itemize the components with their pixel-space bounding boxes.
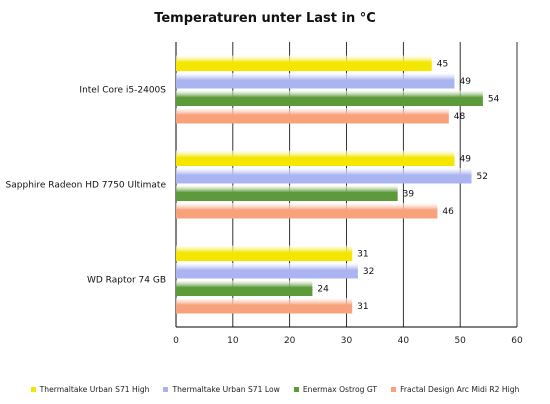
data-label: 24 bbox=[317, 284, 329, 294]
data-label: 39 bbox=[403, 189, 415, 199]
bar bbox=[176, 263, 358, 279]
bar bbox=[176, 280, 313, 296]
legend-item: Thermaltake Urban S71 High bbox=[30, 381, 150, 397]
legend-label: Thermaltake Urban S71 High bbox=[39, 384, 150, 394]
bar bbox=[176, 185, 398, 201]
bar bbox=[176, 168, 472, 184]
x-tick-label: 60 bbox=[511, 336, 523, 346]
x-tick-label: 10 bbox=[227, 336, 239, 346]
data-label: 48 bbox=[454, 112, 466, 122]
data-label: 31 bbox=[357, 249, 368, 259]
bar bbox=[176, 245, 353, 261]
data-label: 45 bbox=[437, 59, 448, 69]
legend-item: Thermaltake Urban S71 Low bbox=[163, 381, 280, 397]
axes bbox=[175, 42, 517, 328]
bars bbox=[176, 55, 483, 314]
bar bbox=[176, 150, 455, 166]
x-tick-label: 40 bbox=[398, 336, 410, 346]
legend-swatch bbox=[391, 386, 397, 392]
data-labels: 45 49 54 48 49 52 39 46 31 32 24 31 bbox=[317, 59, 499, 312]
legend: Thermaltake Urban S71 High Thermaltake Ur… bbox=[0, 381, 550, 397]
category-label: Sapphire Radeon HD 7750 Ultimate bbox=[6, 181, 167, 191]
bar bbox=[176, 73, 455, 89]
chart-title: Temperaturen unter Last in °C bbox=[154, 11, 376, 26]
tick-labels: 0 10 20 30 40 50 60 bbox=[173, 336, 523, 346]
bar bbox=[176, 55, 432, 71]
x-tick-label: 30 bbox=[341, 336, 353, 346]
legend-swatch bbox=[30, 386, 36, 392]
data-label: 49 bbox=[459, 77, 471, 87]
bar bbox=[176, 108, 449, 124]
data-label: 46 bbox=[442, 207, 454, 217]
bar bbox=[176, 90, 483, 106]
category-label: WD Raptor 74 GB bbox=[87, 276, 166, 286]
bar bbox=[176, 203, 438, 219]
legend-swatch bbox=[163, 386, 169, 392]
category-labels: Intel Core i5-2400S Sapphire Radeon HD 77… bbox=[6, 86, 167, 286]
data-label: 49 bbox=[459, 154, 471, 164]
x-tick-label: 0 bbox=[173, 336, 179, 346]
gridlines bbox=[175, 42, 518, 327]
legend-label: Thermaltake Urban S71 Low bbox=[172, 384, 280, 394]
legend-item: Enermax Ostrog GT bbox=[293, 381, 378, 397]
legend-label: Enermax Ostrog GT bbox=[302, 384, 378, 394]
data-label: 31 bbox=[357, 302, 368, 312]
data-label: 32 bbox=[363, 267, 374, 277]
category-label: Intel Core i5-2400S bbox=[79, 86, 166, 96]
data-label: 54 bbox=[488, 94, 500, 104]
legend-swatch bbox=[293, 386, 299, 392]
legend-label: Fractal Design Arc Midi R2 High bbox=[400, 384, 520, 394]
bar bbox=[176, 298, 353, 314]
legend-item: Fractal Design Arc Midi R2 High bbox=[391, 381, 519, 397]
x-tick-label: 50 bbox=[454, 336, 466, 346]
data-label: 52 bbox=[477, 172, 488, 182]
x-tick-label: 20 bbox=[284, 336, 296, 346]
